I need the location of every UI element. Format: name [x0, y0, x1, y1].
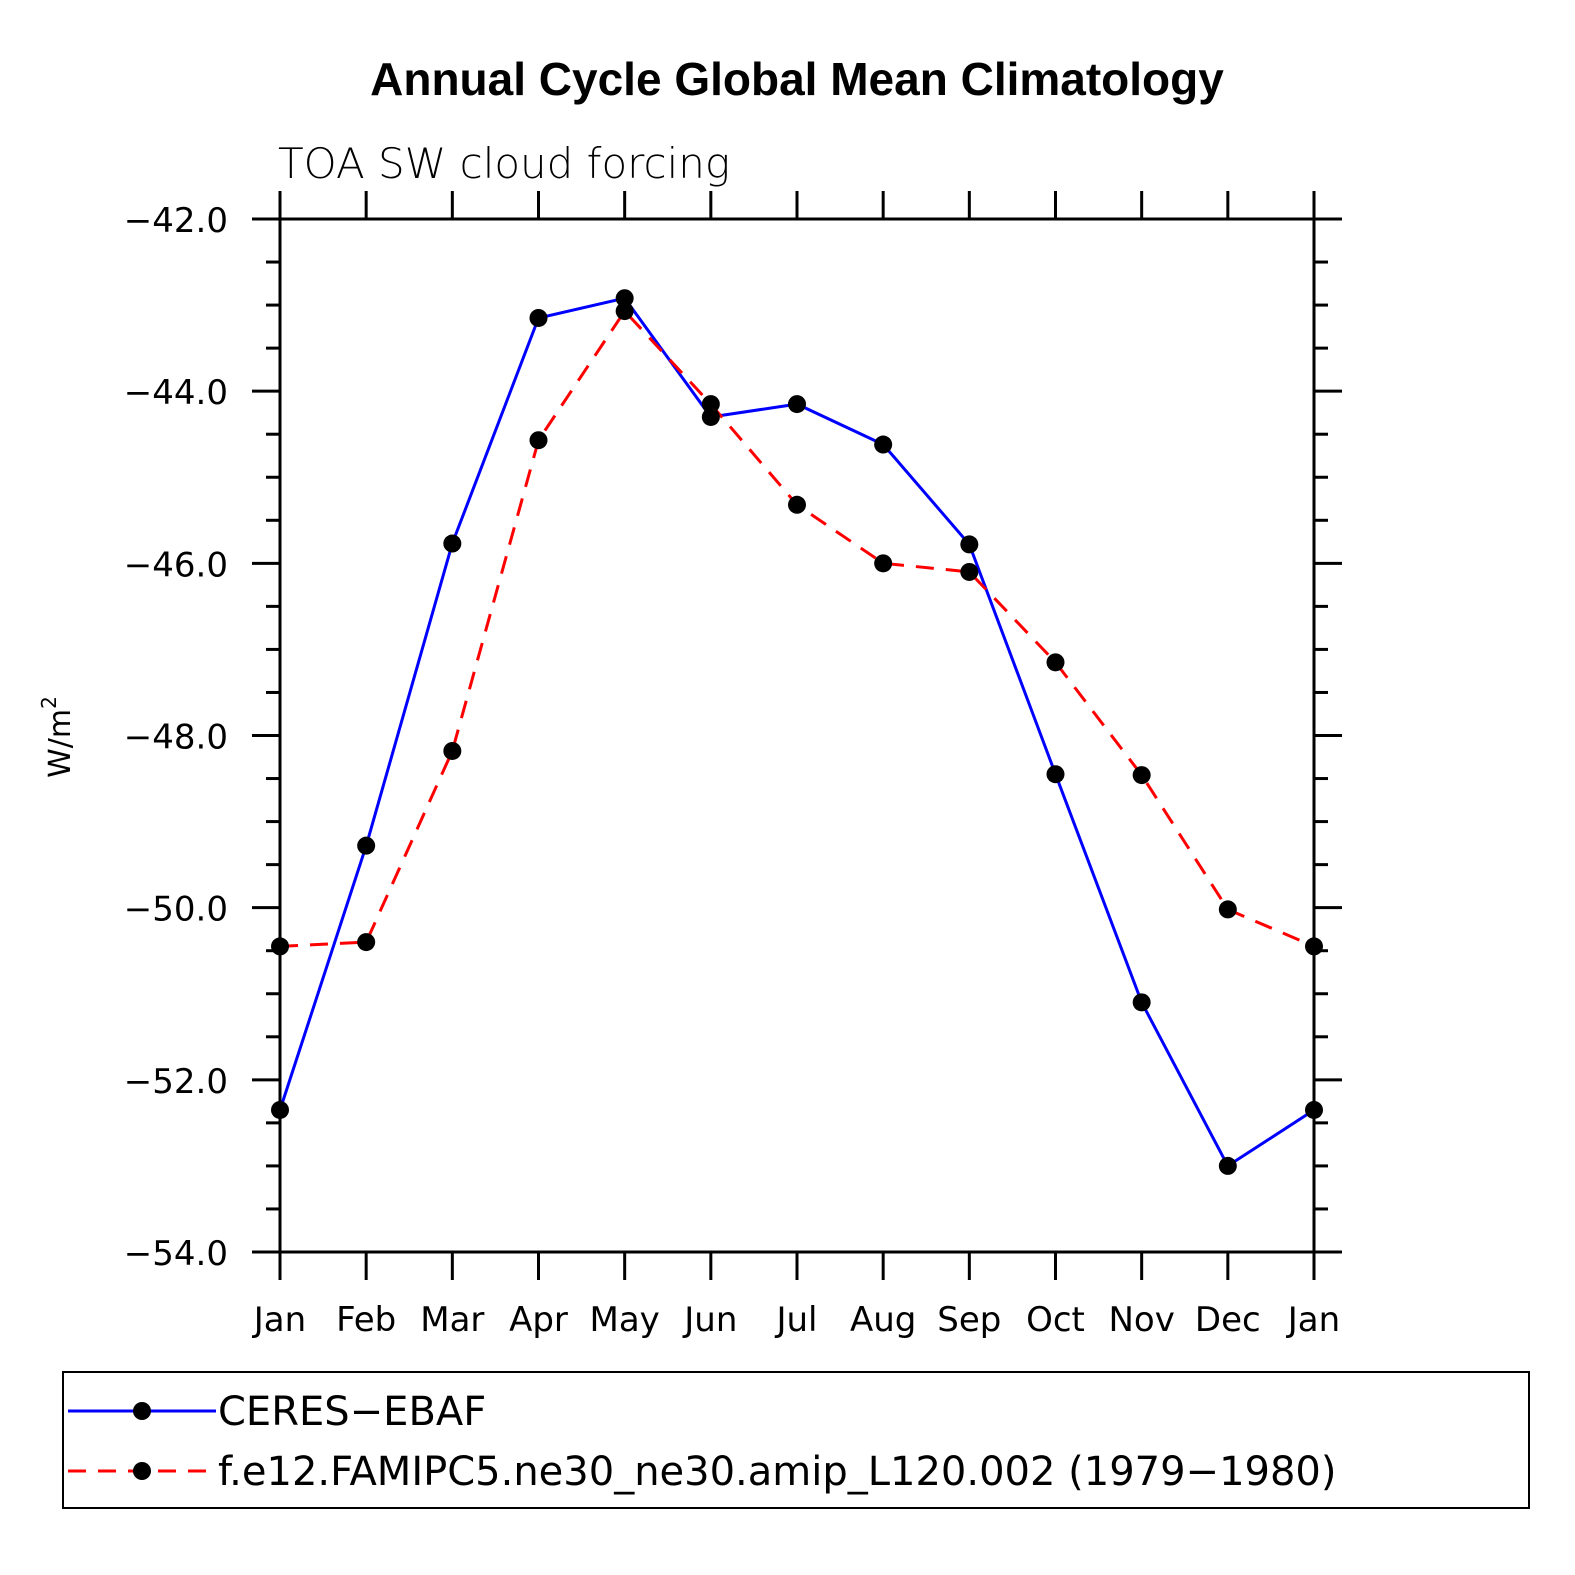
legend-label-ceres: CERES−EBAF — [218, 1389, 486, 1435]
y-axis-label: W/m2 — [37, 696, 78, 778]
data-point-series-0 — [357, 836, 376, 855]
data-point-series-1 — [529, 431, 548, 450]
y-tick-label: −46.0 — [124, 545, 228, 585]
x-tick-label: Sep — [937, 1300, 1001, 1340]
x-tick-labels: Jan Feb Mar Apr May Jun Jul Aug Sep Oct Nov Dec Jan — [252, 1300, 1340, 1340]
y-tick-label: −42.0 — [124, 201, 228, 241]
data-point-series-1 — [357, 933, 376, 952]
data-point-series-1 — [1305, 937, 1323, 956]
chart-title: Annual Cycle Global Mean Climatology — [370, 53, 1224, 105]
y-tick-label: −50.0 — [124, 890, 228, 930]
y-axis-label-unit: W/m — [43, 709, 78, 778]
x-tick-label: Mar — [420, 1300, 484, 1340]
x-tick-label: Aug — [850, 1300, 916, 1340]
data-point-series-0 — [1132, 993, 1151, 1012]
data-point-series-0 — [701, 407, 720, 426]
y-tick-label: −48.0 — [124, 718, 228, 758]
data-point-series-0 — [529, 308, 548, 327]
data-point-series-0 — [1046, 765, 1065, 784]
x-tick-label: Feb — [336, 1300, 396, 1340]
y-tick-label: −54.0 — [124, 1234, 228, 1274]
data-point-series-1 — [960, 562, 979, 581]
data-point-series-1 — [615, 302, 634, 321]
data-point-series-1 — [874, 554, 893, 573]
data-point-series-0 — [443, 534, 462, 553]
data-point-series-0 — [1305, 1100, 1323, 1119]
legend-label-model: f.e12.FAMIPC5.ne30_ne30.amip_L120.002 (1… — [218, 1449, 1336, 1495]
plot-frame — [278, 217, 1316, 1254]
legend-box — [62, 1371, 1530, 1509]
data-point-series-0 — [874, 435, 893, 454]
y-tick-label: −44.0 — [124, 373, 228, 413]
data-point-series-1 — [788, 495, 806, 514]
x-tick-label: Jun — [682, 1300, 737, 1340]
data-point-series-0 — [615, 289, 634, 308]
x-tick-label: May — [590, 1300, 660, 1340]
data-point-series-1 — [701, 395, 720, 414]
data-point-series-0 — [960, 535, 979, 554]
legend-marker-model — [133, 1462, 151, 1480]
data-point-series-1 — [443, 741, 462, 760]
legend: CERES−EBAF f.e12.FAMIPC5.ne30_ne30.amip_… — [62, 1371, 1530, 1509]
data-point-series-0 — [271, 1100, 289, 1119]
x-tick-label: Jan — [1286, 1300, 1340, 1340]
x-tick-label: Apr — [509, 1300, 568, 1340]
x-tick-label: Jul — [774, 1300, 817, 1340]
data-point-series-0 — [788, 395, 806, 414]
data-point-series-1 — [1046, 653, 1065, 672]
chart-subtitle: TOA SW cloud forcing — [278, 139, 730, 188]
x-tick-label: Nov — [1108, 1300, 1174, 1340]
legend-marker-ceres — [133, 1402, 151, 1420]
axis-ticks — [252, 191, 1342, 1280]
data-point-series-0 — [1218, 1156, 1237, 1175]
x-tick-label: Dec — [1195, 1300, 1261, 1340]
x-tick-label: Oct — [1026, 1300, 1085, 1340]
series-line-0 — [278, 296, 1315, 1169]
y-axis-label-superscript: 2 — [37, 696, 61, 709]
data-point-series-1 — [1218, 900, 1237, 919]
data-point-series-1 — [271, 937, 289, 956]
y-tick-label: −52.0 — [124, 1062, 228, 1102]
y-tick-labels: −42.0 −44.0 −46.0 −48.0 −50.0 −52.0 −54.0 — [124, 201, 228, 1274]
x-tick-label: Jan — [252, 1300, 306, 1340]
series-lines — [271, 289, 1323, 1175]
data-point-series-1 — [1132, 766, 1151, 785]
